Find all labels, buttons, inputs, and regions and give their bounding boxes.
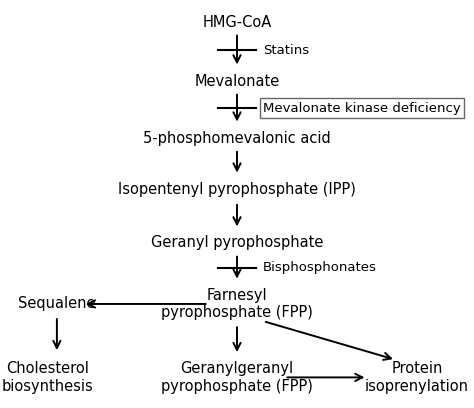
Text: Geranyl pyrophosphate: Geranyl pyrophosphate bbox=[151, 235, 323, 250]
Text: 5-phosphomevalonic acid: 5-phosphomevalonic acid bbox=[143, 131, 331, 146]
Text: Mevalonate kinase deficiency: Mevalonate kinase deficiency bbox=[263, 102, 461, 115]
Text: Bisphosphonates: Bisphosphonates bbox=[263, 261, 377, 274]
Text: Sequalene: Sequalene bbox=[18, 297, 96, 311]
Text: Geranylgeranyl
pyrophosphate (FPP): Geranylgeranyl pyrophosphate (FPP) bbox=[161, 361, 313, 394]
Text: Farnesyl
pyrophosphate (FPP): Farnesyl pyrophosphate (FPP) bbox=[161, 288, 313, 320]
Text: Statins: Statins bbox=[263, 44, 309, 57]
Text: Protein
isoprenylation: Protein isoprenylation bbox=[365, 361, 469, 394]
Text: Mevalonate: Mevalonate bbox=[194, 74, 280, 89]
Text: Cholesterol
biosynthesis: Cholesterol biosynthesis bbox=[1, 361, 93, 394]
Text: Isopentenyl pyrophosphate (IPP): Isopentenyl pyrophosphate (IPP) bbox=[118, 182, 356, 197]
Text: HMG-CoA: HMG-CoA bbox=[202, 15, 272, 30]
